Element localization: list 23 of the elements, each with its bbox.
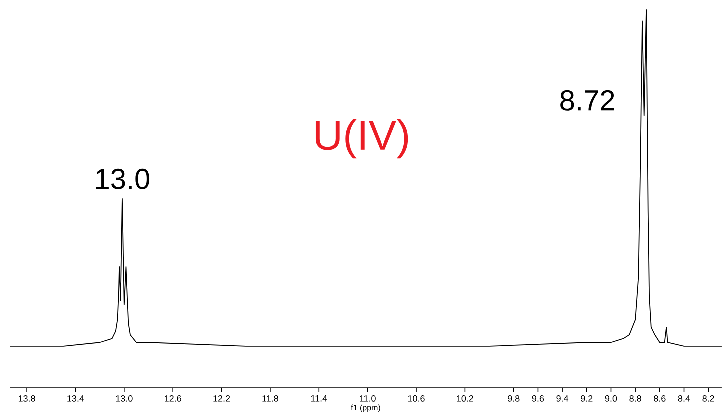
- x-tick-label: 13.4: [68, 396, 84, 402]
- x-tick-label: 10.2: [457, 396, 474, 402]
- x-tick-label: 9.0: [605, 396, 618, 402]
- x-tick-label: 8.4: [678, 396, 690, 402]
- x-tick-label: 8.8: [630, 396, 642, 402]
- x-tick-label: 11.0: [360, 396, 376, 402]
- x-tick-label: 8.2: [702, 396, 714, 402]
- x-tick-label: 9.8: [508, 396, 520, 402]
- x-tick-label: 8.6: [654, 396, 666, 402]
- x-tick-label: 9.6: [532, 396, 544, 402]
- x-tick-label: 10.6: [408, 396, 425, 402]
- annotation: U(IV): [316, 119, 408, 159]
- x-tick-label: 9.4: [556, 396, 569, 402]
- x-tick-label: 13.8: [18, 396, 36, 402]
- annotation: 8.72: [560, 90, 614, 111]
- x-tick-label: 12.2: [214, 396, 230, 402]
- x-axis-title: f1 (ppm): [351, 404, 380, 412]
- annotation: 13.0: [96, 168, 150, 190]
- x-tick-label: 9.2: [581, 396, 593, 402]
- x-tick-label: 13.0: [116, 396, 133, 402]
- x-tick-label: 11.4: [311, 396, 328, 402]
- x-tick-label: 11.8: [262, 396, 278, 402]
- x-tick-label: 12.6: [165, 396, 182, 402]
